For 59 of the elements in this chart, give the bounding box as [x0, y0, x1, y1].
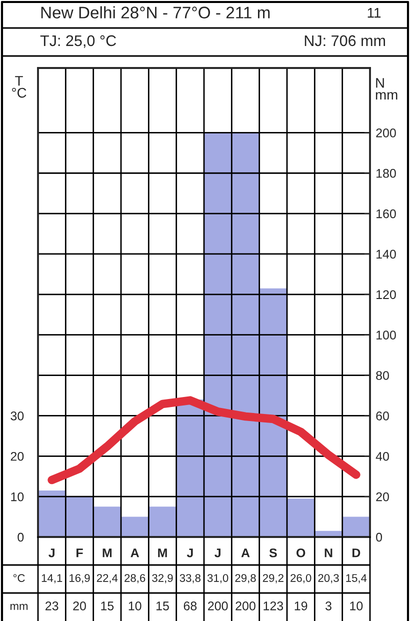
y-tick-label: 20	[10, 452, 24, 461]
x-tick-label: A	[130, 548, 140, 558]
data-label: 3	[326, 602, 332, 610]
y2-tick-label: 0	[376, 532, 382, 542]
text: 11	[368, 8, 381, 18]
text: °C	[13, 574, 25, 582]
data-label: 31,0	[207, 574, 228, 584]
x-tick-label: F	[76, 548, 83, 558]
data-label: 14,1	[42, 574, 62, 584]
y2-tick-label: 60	[376, 412, 389, 420]
data-label: 200	[208, 602, 228, 610]
y-tick-label: 30	[10, 412, 24, 420]
y-tick-label: 0	[18, 532, 24, 542]
chart-subtitle: TJ: 25,0 °C	[40, 35, 116, 48]
text: mm	[10, 604, 28, 610]
y2-tick-label: 100	[376, 330, 396, 340]
data-label: 23	[46, 602, 58, 610]
data-label: 29,2	[262, 574, 284, 584]
y2-tick-label: 80	[376, 371, 389, 380]
x-tick-label: D	[352, 548, 360, 558]
chart-title: New Delhi 28°N - 77°O - 211 m	[41, 6, 270, 18]
data-label: 10	[128, 602, 142, 610]
x-tick-label: J	[186, 548, 193, 558]
y2-tick-label: 40	[376, 452, 389, 461]
data-label: 26,0	[290, 574, 312, 584]
x-tick-label: J	[214, 548, 220, 558]
x-tick-label: O	[296, 548, 306, 558]
data-label: 33,8	[180, 574, 200, 584]
y2-tick-label: 160	[376, 209, 396, 218]
data-label: 29,8	[235, 574, 256, 584]
y2-tick-label: 20	[376, 492, 389, 502]
y2-tick-label: 180	[376, 168, 396, 178]
data-label: 20,3	[318, 574, 339, 584]
y2-tick-label: 140	[376, 250, 396, 259]
x-tick-label: M	[158, 548, 167, 558]
data-label: 15,4	[346, 574, 367, 584]
x-tick-label: N	[324, 548, 332, 558]
y-axis-title: T °C	[12, 76, 26, 98]
y-tick-label: 10	[11, 492, 24, 502]
data-label: 28,6	[124, 574, 146, 584]
data-label: 20	[73, 602, 86, 610]
x-tick-label: J	[48, 548, 54, 558]
x-tick-label: M	[102, 548, 112, 558]
y2-axis-title: N mm	[376, 78, 398, 100]
data-label: 32,9	[152, 574, 173, 584]
data-label: 15	[156, 602, 169, 610]
data-label: 19	[294, 602, 308, 610]
data-label: 15	[101, 602, 114, 610]
data-label: 16,9	[70, 574, 90, 584]
data-label: 10	[350, 602, 363, 610]
x-tick-label: S	[269, 548, 277, 558]
data-label: 22,4	[96, 574, 118, 584]
x-tick-label: A	[241, 548, 250, 558]
text: NJ: 706 mm	[304, 35, 385, 46]
data-label: 68	[184, 602, 197, 610]
y2-tick-label: 200	[376, 128, 396, 138]
data-label: 200	[236, 602, 256, 610]
y2-tick-label: 120	[376, 290, 396, 300]
data-label: 123	[264, 602, 284, 610]
